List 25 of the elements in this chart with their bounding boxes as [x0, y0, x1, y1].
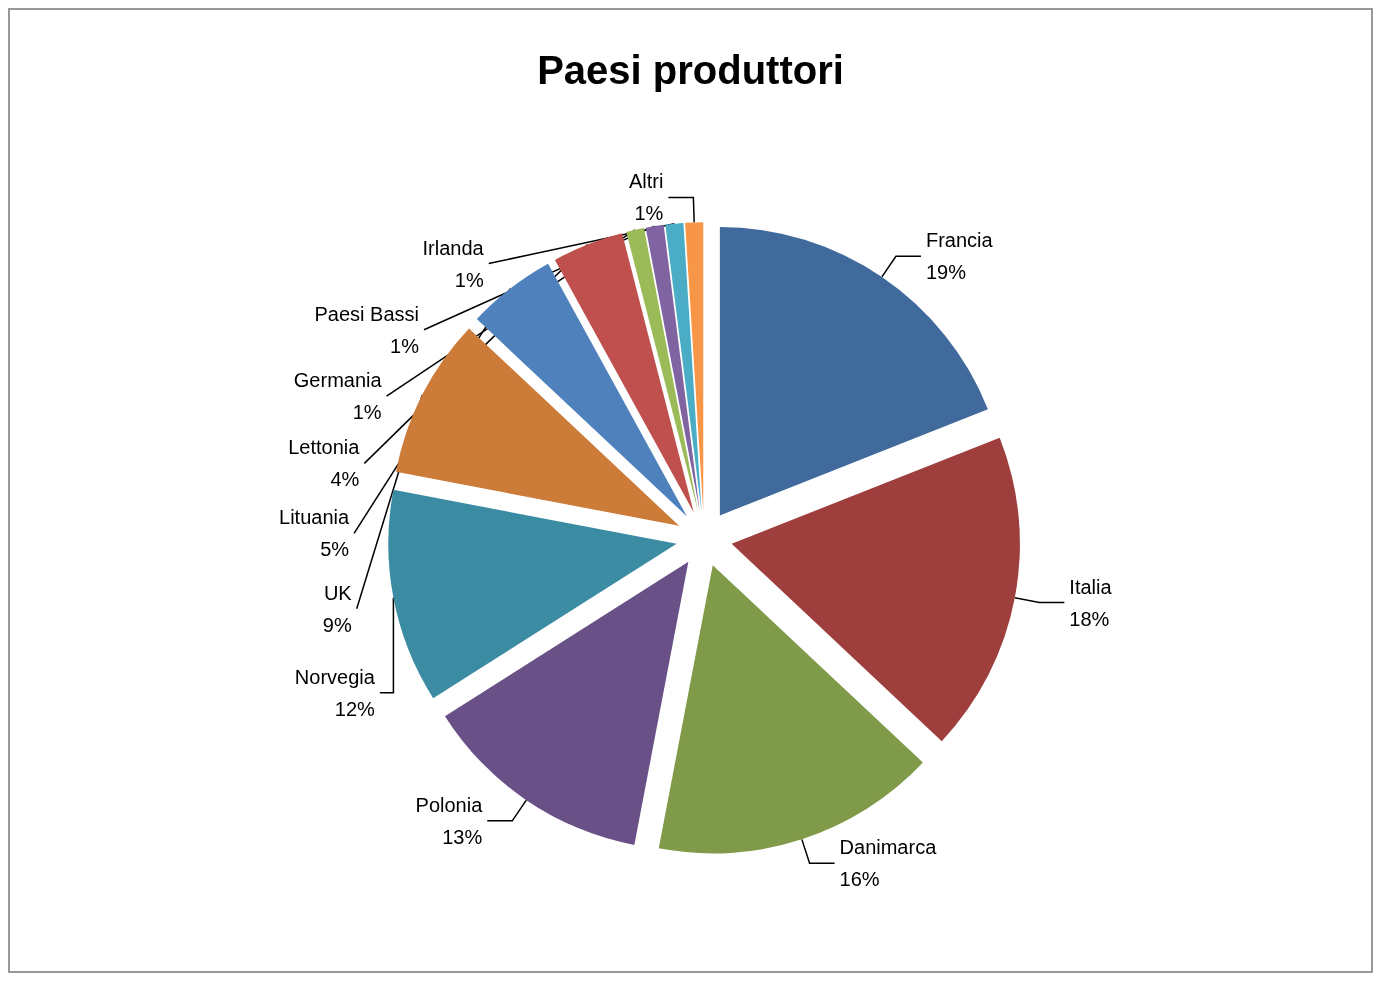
- chart-title: Paesi produttori: [537, 48, 844, 92]
- slice-label: UK: [323, 581, 353, 604]
- slice-label: Francia: [925, 229, 994, 252]
- data-label: 1%: [454, 268, 484, 291]
- data-label: 1%: [634, 202, 664, 225]
- slice-label: Germania: [293, 369, 383, 392]
- data-label: 5%: [320, 538, 350, 561]
- data-label: 4%: [330, 468, 360, 491]
- data-label: 9%: [322, 613, 352, 636]
- slice-label: Danimarca: [839, 836, 938, 859]
- data-label: 16%: [839, 868, 880, 891]
- slice-label: Lituania: [279, 506, 350, 529]
- slice-label: Polonia: [415, 793, 484, 816]
- data-label: 12%: [334, 697, 376, 720]
- data-label: 18%: [1069, 607, 1110, 630]
- slice-label: Norvegia: [294, 665, 376, 688]
- slice-label: Irlanda: [422, 236, 485, 259]
- data-label: 19%: [925, 261, 967, 284]
- slice-label: Lettonia: [288, 436, 361, 459]
- slice-label: Italia: [1069, 575, 1113, 598]
- data-label: 1%: [352, 401, 382, 424]
- data-label: 1%: [390, 334, 420, 357]
- slice-label: Paesi Bassi: [314, 302, 420, 325]
- data-label: 13%: [442, 825, 483, 848]
- slice-label: Altri: [628, 170, 664, 193]
